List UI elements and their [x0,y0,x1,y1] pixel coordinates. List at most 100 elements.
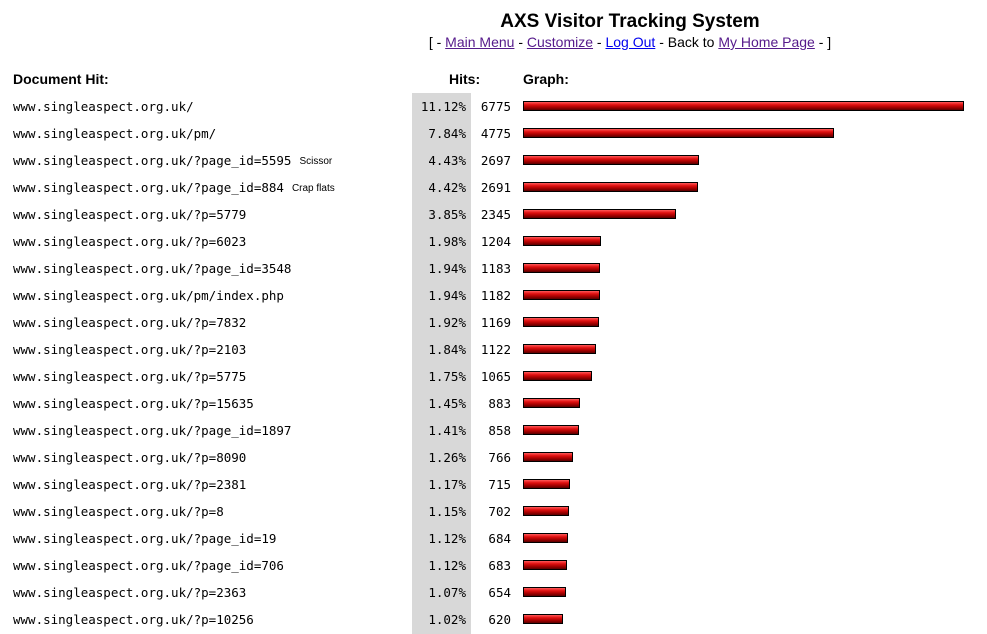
table-row: www.singleaspect.org.uk/?p=2103 1.84% 1122 [0,336,987,363]
hits-cell: 2691 [480,180,511,195]
percent-cell: 1.84% [428,342,466,357]
hits-cell: 766 [488,450,511,465]
percent-cell: 1.02% [428,612,466,627]
document-url: www.singleaspect.org.uk/?p=2381 [13,477,247,492]
graph-bar [523,452,573,462]
document-url: www.singleaspect.org.uk/?p=15635 [13,396,254,411]
nav-back-to-text: - Back to [655,34,719,50]
table-row: www.singleaspect.org.uk/?p=6023 1.98% 1204 [0,228,987,255]
percent-cell: 4.42% [428,180,466,195]
graph-bar [523,128,834,138]
graph-bar [523,344,596,354]
table-row: www.singleaspect.org.uk/?p=15635 1.45% 883 [0,390,987,417]
customize-link[interactable]: Customize [526,34,594,50]
graph-bar [523,182,698,192]
document-url: www.singleaspect.org.uk/?page_id=3548 [13,261,292,276]
graph-bar [523,560,567,570]
table-row: www.singleaspect.org.uk/?p=2381 1.17% 715 [0,471,987,498]
table-row: www.singleaspect.org.uk/?page_id=1897 1.4… [0,417,987,444]
hits-cell: 702 [488,504,511,519]
nav-open-bracket: [ - [428,34,446,50]
page-title: AXS Visitor Tracking System [500,11,760,32]
table-row: www.singleaspect.org.uk/?p=7832 1.92% 1169 [0,309,987,336]
graph-bar [523,101,964,111]
my-home-page-link[interactable]: My Home Page [718,34,815,50]
document-url: www.singleaspect.org.uk/?p=2103 [13,342,247,357]
document-hit-cell: www.singleaspect.org.uk/?p=10256 [13,612,254,627]
percent-cell: 11.12% [420,99,466,114]
percent-cell: 1.26% [428,450,466,465]
nav-close-bracket: - ] [814,34,832,50]
document-hit-cell: www.singleaspect.org.uk/?page_id=19 [13,531,276,546]
document-url: www.singleaspect.org.uk/?p=8090 [13,450,247,465]
document-url: www.singleaspect.org.uk/pm/ [13,126,217,141]
document-url: www.singleaspect.org.uk/ [13,99,194,114]
column-header-document: Document Hit: [13,71,109,87]
document-url: www.singleaspect.org.uk/?page_id=19 [13,531,277,546]
main-menu-link[interactable]: Main Menu [445,34,515,50]
graph-bar [523,236,601,246]
document-hit-cell: www.singleaspect.org.uk/?page_id=3548 [13,261,291,276]
hits-cell: 6775 [480,99,511,114]
graph-bar [523,398,580,408]
graph-bar [523,263,600,273]
document-hit-cell: www.singleaspect.org.uk/?page_id=5595 Sci… [13,153,332,168]
hits-cell: 883 [488,396,511,411]
table-row: www.singleaspect.org.uk/?page_id=706 1.12… [0,552,987,579]
document-hit-cell: www.singleaspect.org.uk/?p=6023 [13,234,246,249]
document-hit-cell: www.singleaspect.org.uk/?p=8090 [13,450,246,465]
hits-cell: 620 [488,612,511,627]
table-row: www.singleaspect.org.uk/pm/index.php 1.94… [0,282,987,309]
graph-bar [523,155,699,165]
document-url: www.singleaspect.org.uk/?p=7832 [13,315,247,330]
percent-cell: 1.15% [428,504,466,519]
document-hit-cell: www.singleaspect.org.uk/?p=15635 [13,396,254,411]
nav-links: [ - Main Menu - Customize - Log Out - Ba… [380,34,880,50]
document-hit-cell: www.singleaspect.org.uk/?p=2381 [13,477,246,492]
document-url: www.singleaspect.org.uk/?page_id=706 [13,558,284,573]
document-note: Crap flats [291,183,335,194]
table-row: www.singleaspect.org.uk/?p=5775 1.75% 1065 [0,363,987,390]
table-row: www.singleaspect.org.uk/?page_id=5595 Sci… [0,147,987,174]
table-row: www.singleaspect.org.uk/?page_id=19 1.12%… [0,525,987,552]
document-hit-cell: www.singleaspect.org.uk/?p=2103 [13,342,246,357]
document-url: www.singleaspect.org.uk/?p=8 [13,504,224,519]
graph-bar [523,479,570,489]
graph-bar [523,371,592,381]
document-hit-cell: www.singleaspect.org.uk/?page_id=884 Crap… [13,180,335,195]
document-url: www.singleaspect.org.uk/?page_id=5595 [13,153,292,168]
table-row: www.singleaspect.org.uk/pm/7.84% 4775 [0,120,987,147]
hits-cell: 2345 [480,207,511,222]
document-hit-cell: www.singleaspect.org.uk/?p=5779 [13,207,246,222]
percent-cell: 4.43% [428,153,466,168]
table-row: www.singleaspect.org.uk/?page_id=884 Crap… [0,174,987,201]
hits-cell: 683 [488,558,511,573]
document-url: www.singleaspect.org.uk/pm/index.php [13,288,284,303]
graph-bar [523,587,566,597]
percent-cell: 7.84% [428,126,466,141]
document-hit-cell: www.singleaspect.org.uk/pm/index.php [13,288,284,303]
hits-cell: 654 [488,585,511,600]
percent-cell: 1.12% [428,558,466,573]
document-note: Scissor [299,156,333,167]
percent-column-background [412,93,471,634]
percent-cell: 1.07% [428,585,466,600]
document-hit-cell: www.singleaspect.org.uk/pm/ [13,126,216,141]
document-hit-cell: www.singleaspect.org.uk/?p=8 [13,504,224,519]
log-out-link[interactable]: Log Out [605,34,656,50]
hits-cell: 715 [488,477,511,492]
percent-cell: 1.75% [428,369,466,384]
table-row: www.singleaspect.org.uk/?p=8 1.15% 702 [0,498,987,525]
percent-cell: 1.94% [428,288,466,303]
document-hit-cell: www.singleaspect.org.uk/ [13,99,194,114]
percent-cell: 1.17% [428,477,466,492]
column-header-hits: Hits: [449,71,481,87]
percent-cell: 1.45% [428,396,466,411]
document-hit-cell: www.singleaspect.org.uk/?page_id=1897 [13,423,291,438]
hits-cell: 684 [488,531,511,546]
hits-cell: 4775 [480,126,511,141]
document-url: www.singleaspect.org.uk/?p=6023 [13,234,247,249]
graph-bar [523,614,563,624]
percent-cell: 1.92% [428,315,466,330]
